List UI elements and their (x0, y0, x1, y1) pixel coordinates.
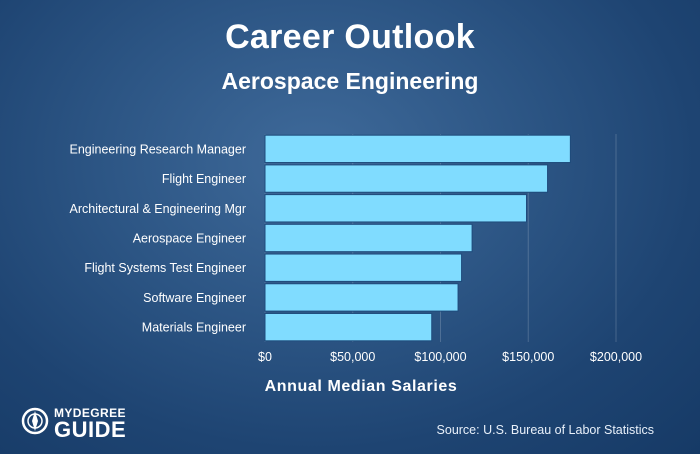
salary-bar (264, 134, 571, 164)
source-note: Source: U.S. Bureau of Labor Statistics (436, 423, 654, 437)
category-label: Software Engineer (143, 291, 246, 305)
x-tick-label: $150,000 (502, 350, 554, 364)
chart-title: Career Outlook (225, 18, 475, 56)
x-tick-label: $200,000 (590, 350, 642, 364)
salary-bar (264, 283, 459, 312)
category-label: Flight Engineer (162, 172, 246, 186)
category-label: Materials Engineer (142, 321, 246, 335)
x-axis-label: Annual Median Salaries (264, 378, 458, 395)
mydegreeguide-logo: MYDEGREE GUIDE (20, 402, 160, 442)
logo-text-bottom: GUIDE (54, 417, 127, 442)
salary-bar (264, 223, 473, 253)
salary-bar (264, 164, 549, 193)
x-tick-label: $0 (258, 350, 272, 364)
salary-bar (264, 253, 463, 282)
x-tick-label: $100,000 (414, 350, 466, 364)
compass-icon (21, 407, 49, 435)
salary-bar (264, 312, 433, 342)
logo-text-top: MYDEGREE (54, 406, 126, 420)
category-label: Engineering Research Manager (70, 142, 247, 156)
x-tick-label: $50,000 (330, 350, 375, 364)
salary-bar (264, 194, 527, 223)
chart-subtitle: Aerospace Engineering (221, 68, 479, 94)
category-label: Aerospace Engineer (133, 232, 246, 246)
category-label: Flight Systems Test Engineer (84, 261, 246, 275)
category-label: Architectural & Engineering Mgr (70, 202, 246, 216)
